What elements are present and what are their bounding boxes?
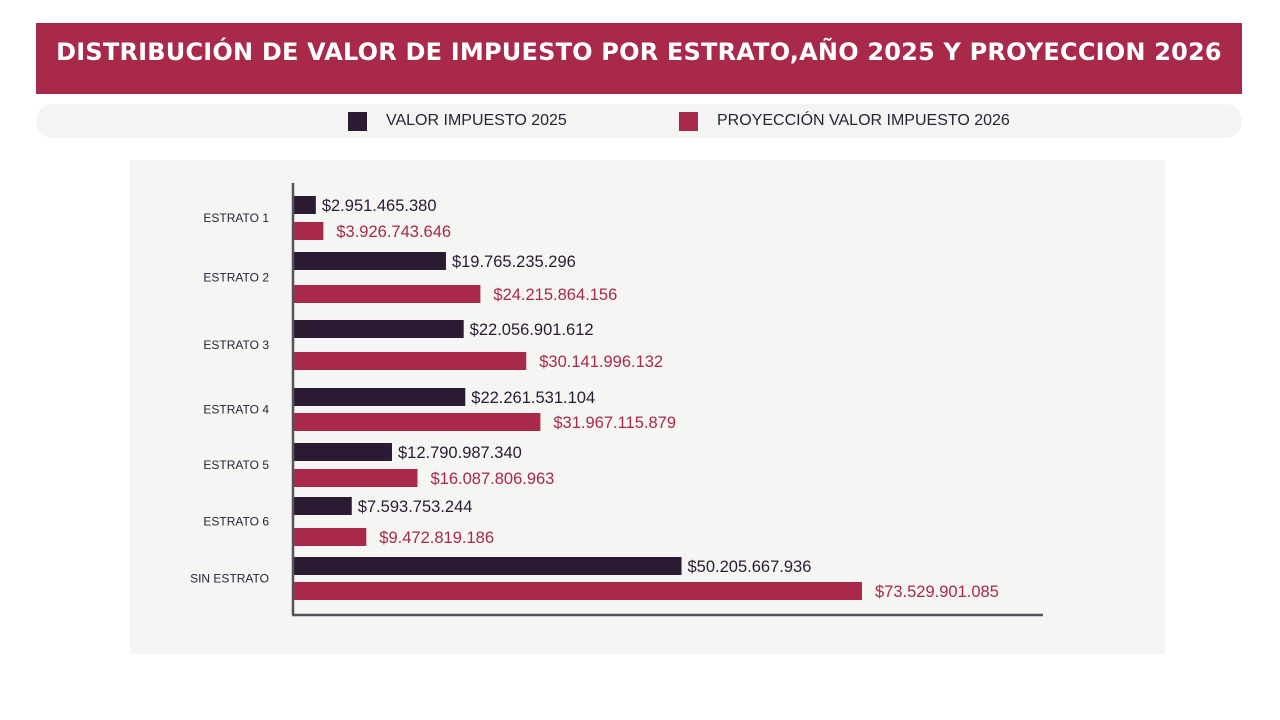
value-label-2025: $12.790.987.340 (398, 444, 522, 462)
category-label: SIN ESTRATO (190, 572, 269, 586)
bar-2025 (293, 252, 446, 270)
value-label-2025: $50.205.667.936 (688, 558, 812, 576)
legend-swatch-2025 (348, 111, 367, 131)
value-label-2026: $3.926.743.646 (336, 223, 451, 241)
bar-2026 (293, 222, 324, 240)
value-label-2025: $2.951.465.380 (322, 197, 437, 215)
bar-2025 (293, 443, 392, 461)
value-label-2026: $30.141.996.132 (539, 353, 663, 371)
chart-title: DISTRIBUCIÓN DE VALOR DE IMPUESTO POR ES… (56, 37, 1222, 66)
category-label: ESTRATO 3 (203, 338, 269, 352)
bar-2025 (293, 497, 352, 515)
value-label-2026: $9.472.819.186 (379, 529, 494, 547)
value-label-2025: $22.261.531.104 (471, 389, 595, 407)
category-label: ESTRATO 5 (203, 458, 269, 472)
bar-2026 (293, 528, 367, 546)
legend-label-2026: PROYECCIÓN VALOR IMPUESTO 2026 (717, 112, 1010, 129)
category-label: ESTRATO 4 (203, 403, 269, 417)
bar-2026 (293, 352, 527, 370)
value-label-2026: $31.967.115.879 (553, 414, 676, 432)
value-label-2026: $24.215.864.156 (493, 286, 617, 304)
bar-2025 (293, 557, 682, 575)
value-label-2026: $73.529.901.085 (875, 583, 999, 601)
category-label: ESTRATO 2 (203, 271, 269, 285)
value-label-2026: $16.087.806.963 (430, 470, 554, 488)
bar-2026 (293, 582, 862, 600)
value-label-2025: $22.056.901.612 (470, 321, 594, 339)
title-banner: DISTRIBUCIÓN DE VALOR DE IMPUESTO POR ES… (36, 23, 1242, 94)
value-label-2025: $19.765.235.296 (452, 253, 576, 271)
bar-2025 (293, 196, 316, 214)
bar-2025 (293, 388, 466, 406)
value-label-2025: $7.593.753.244 (358, 498, 473, 516)
legend-item-2026: PROYECCIÓN VALOR IMPUESTO 2026 (679, 104, 1010, 138)
bar-2026 (293, 285, 481, 303)
bar-2026 (293, 413, 541, 431)
category-label: ESTRATO 6 (203, 515, 269, 529)
legend-swatch-2026 (679, 111, 698, 131)
legend-label-2025: VALOR IMPUESTO 2025 (386, 112, 567, 129)
category-label: ESTRATO 1 (203, 211, 269, 225)
bar-2025 (293, 320, 464, 338)
legend: VALOR IMPUESTO 2025 PROYECCIÓN VALOR IMP… (36, 104, 1242, 138)
legend-item-2025: VALOR IMPUESTO 2025 (348, 104, 567, 138)
bar-2026 (293, 469, 418, 487)
